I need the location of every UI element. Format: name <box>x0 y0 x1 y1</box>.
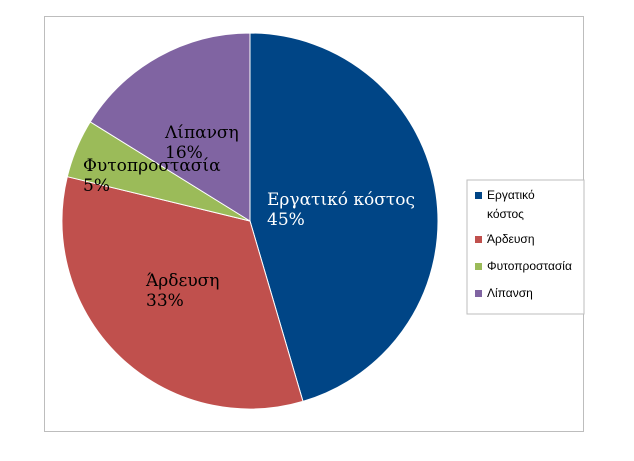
slice-label-1: Εργατικό κόστος <box>267 190 415 210</box>
pie-slice-2 <box>61 176 304 410</box>
slice-value-label-3: 5% <box>83 176 110 196</box>
legend-swatch-4 <box>475 290 482 297</box>
legend-swatch-3 <box>475 263 482 270</box>
legend-swatch-1 <box>475 192 482 199</box>
legend-swatch-2 <box>475 236 482 243</box>
slice-label-2: Άρδευση <box>145 271 219 291</box>
slice-label-4: Λίπανση <box>164 123 239 143</box>
pie-slice-1 <box>249 32 439 403</box>
pie-slice-4 <box>89 32 251 222</box>
legend: Εργατικό κόστος Άρδευση Φυτοπροστασία Λίπανσ… <box>466 179 585 315</box>
legend-label-4: Λίπανση <box>487 286 533 300</box>
pie-slices <box>61 32 439 410</box>
legend-label-1: Εργατικό <box>487 188 535 202</box>
slice-value-label-1: 45% <box>267 210 305 230</box>
pie-chart: Εργατικό κόστος45%Άρδευση33%Φυτοπροστασί… <box>61 32 585 410</box>
slice-value-label-4: 16% <box>165 143 203 163</box>
chart-area: Εργατικό κόστος 45% Άρδευση 33% Φυτοπροστασί… <box>44 16 585 432</box>
slice-label-3: Φυτοπροστασία <box>83 156 221 176</box>
slice-value-label-2: 33% <box>146 291 184 311</box>
legend-label-1-line-2: κόστος <box>487 207 524 221</box>
legend-label-3: Φυτοπροστασία <box>487 259 572 273</box>
legend-label-2: Άρδευση <box>487 232 535 246</box>
legend-box <box>466 179 585 315</box>
